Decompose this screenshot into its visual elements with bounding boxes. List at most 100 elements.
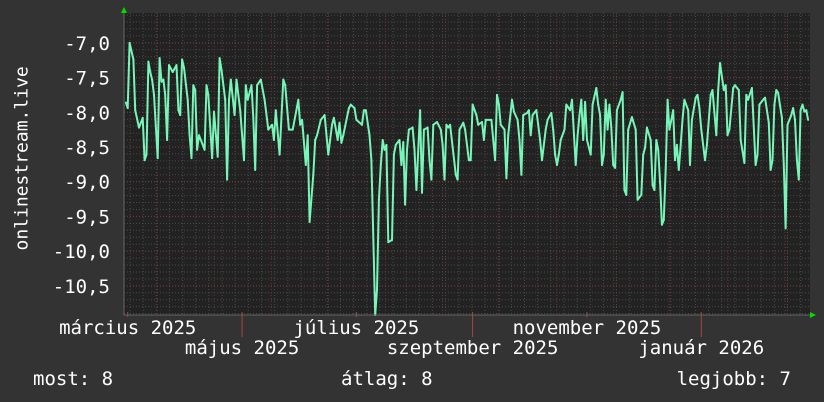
- data-point: [441, 143, 444, 146]
- data-point: [610, 126, 613, 129]
- data-point: [807, 118, 810, 121]
- data-point: [664, 168, 667, 171]
- data-point: [495, 93, 498, 96]
- data-point: [640, 193, 643, 196]
- data-point: [332, 116, 335, 119]
- data-point: [220, 68, 223, 71]
- data-point: [278, 153, 281, 156]
- data-point: [797, 178, 800, 181]
- data-point: [507, 134, 510, 137]
- data-point: [777, 91, 780, 94]
- data-point: [454, 173, 457, 176]
- data-point: [415, 189, 418, 192]
- data-point: [602, 153, 605, 156]
- data-point: [756, 153, 759, 156]
- data-point: [391, 239, 394, 242]
- data-point: [471, 103, 474, 106]
- y-axis-ticks: -7,0 -7,5 -8,0 -8,5 -9,0 -9,5 -10,0 -10,5: [53, 33, 110, 298]
- data-point: [212, 110, 215, 113]
- data-point: [651, 184, 654, 187]
- y-tick-label: -8,5: [64, 137, 110, 159]
- data-point: [739, 139, 742, 142]
- data-point: [497, 103, 500, 106]
- data-point: [694, 96, 697, 99]
- data-point: [177, 109, 180, 112]
- x-tick-label: március 2025: [59, 317, 196, 339]
- data-point: [762, 98, 765, 101]
- data-point: [662, 218, 665, 221]
- data-point: [196, 148, 199, 151]
- data-point: [192, 84, 195, 87]
- data-point: [402, 141, 405, 144]
- data-point: [274, 109, 277, 112]
- data-point: [625, 193, 628, 196]
- data-point: [407, 128, 410, 131]
- data-point: [179, 114, 182, 117]
- data-point: [574, 164, 577, 167]
- data-point: [660, 223, 663, 226]
- data-point: [336, 139, 339, 142]
- data-point: [224, 98, 227, 101]
- data-point: [557, 153, 560, 156]
- data-point: [137, 126, 140, 129]
- data-point: [719, 61, 722, 64]
- data-point: [722, 89, 725, 92]
- data-point: [668, 128, 671, 131]
- data-point: [790, 114, 793, 117]
- data-point: [134, 109, 137, 112]
- data-point: [540, 159, 543, 162]
- data-point: [436, 120, 439, 123]
- data-point: [780, 116, 783, 119]
- data-point: [132, 58, 135, 61]
- data-point: [263, 98, 266, 101]
- data-point: [681, 118, 684, 121]
- data-point: [563, 128, 566, 131]
- data-point: [190, 157, 193, 160]
- data-point: [383, 148, 386, 151]
- data-point: [550, 111, 553, 114]
- data-point: [421, 191, 424, 194]
- data-point: [535, 109, 538, 112]
- data-point: [218, 57, 221, 60]
- data-point: [181, 58, 184, 61]
- data-point: [585, 139, 588, 142]
- data-points: [124, 41, 810, 316]
- data-point: [544, 128, 547, 131]
- data-point: [636, 198, 639, 201]
- data-point: [287, 128, 290, 131]
- data-point: [327, 153, 330, 156]
- data-point: [512, 110, 515, 113]
- data-point: [578, 114, 581, 117]
- data-point: [527, 109, 530, 112]
- data-point: [516, 118, 519, 121]
- data-point: [244, 84, 247, 87]
- data-point: [413, 148, 416, 151]
- y-tick-label: -10,5: [53, 276, 110, 298]
- data-point: [156, 157, 159, 160]
- data-point: [642, 153, 645, 156]
- data-point: [295, 109, 298, 112]
- data-point: [552, 128, 555, 131]
- data-point: [580, 98, 583, 101]
- data-point: [376, 289, 379, 292]
- data-point: [171, 71, 174, 74]
- data-point: [773, 103, 776, 106]
- data-point: [164, 93, 167, 96]
- data-point: [377, 198, 380, 201]
- data-point: [301, 118, 304, 121]
- data-point: [400, 164, 403, 167]
- data-point: [233, 114, 236, 117]
- data-point: [505, 177, 508, 180]
- data-point: [124, 101, 127, 104]
- data-point: [705, 143, 708, 146]
- data-point: [794, 118, 797, 121]
- data-point: [795, 159, 798, 162]
- data-point: [467, 159, 470, 162]
- data-point: [649, 139, 652, 142]
- data-point: [672, 109, 675, 112]
- y-tick-label: -9,0: [64, 172, 110, 194]
- data-point: [319, 118, 322, 121]
- data-point: [747, 98, 750, 101]
